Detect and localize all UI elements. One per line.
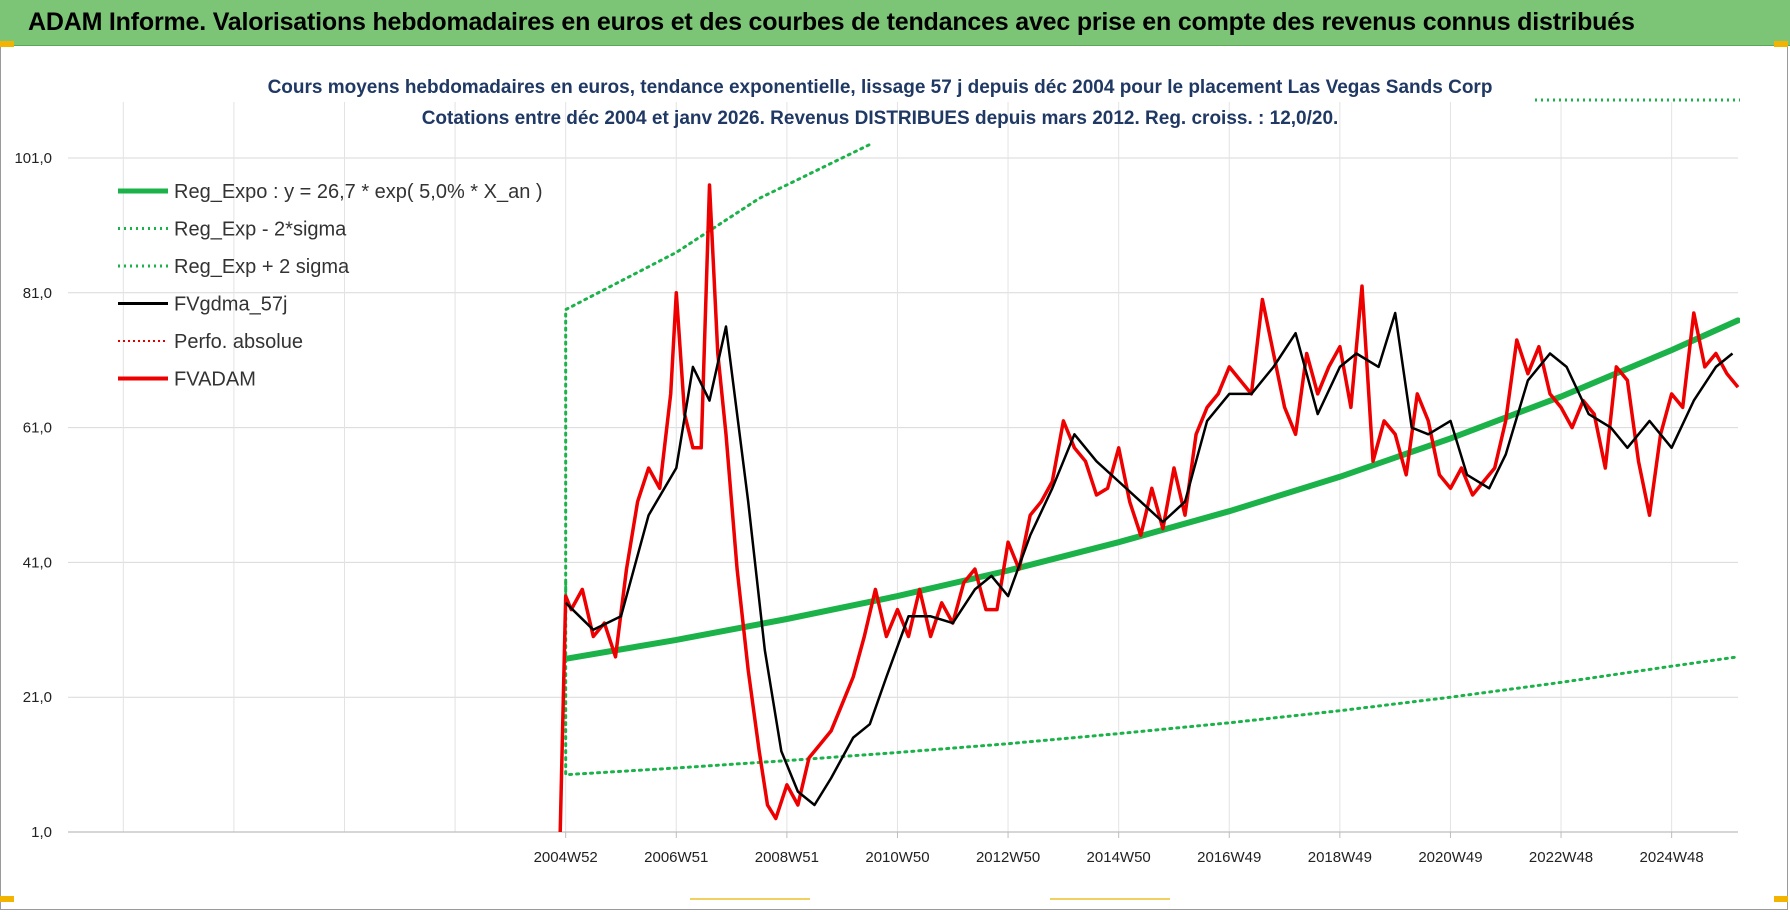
x-tick-label: 2022W48 — [1529, 849, 1593, 866]
legend-label-reg_low: Reg_Exp - 2*sigma — [174, 219, 347, 241]
legend-label-reg_high: Reg_Exp + 2 sigma — [174, 256, 350, 278]
x-tick-label: 2016W49 — [1197, 849, 1261, 866]
x-tick-label: 2004W52 — [534, 849, 598, 866]
chart-title: Cours moyens hebdomadaires en euros, ten… — [268, 77, 1493, 98]
x-tick-label: 2018W49 — [1308, 849, 1372, 866]
corner-mark-top-right — [1774, 41, 1788, 47]
y-axis-ticks: 101,0 81,0 61,0 41,0 21,0 1,0 — [14, 150, 52, 841]
y-tick-label: 101,0 — [14, 150, 52, 167]
x-tick-label: 2020W49 — [1418, 849, 1482, 866]
series-line-fvgdma — [564, 311, 1734, 807]
legend-label-reg_expo: Reg_Expo : y = 26,7 * exp( 5,0% * X_an ) — [174, 181, 543, 203]
x-tick-label: 2008W51 — [755, 849, 819, 866]
x-axis-ticks: 2004W52 2006W51 2008W51 2010W50 2012W50 2014W… — [534, 832, 1704, 866]
y-tick-label: 21,0 — [23, 689, 52, 706]
legend-label-fvadam: FVADAM — [174, 369, 256, 391]
y-tick-label: 81,0 — [23, 285, 52, 302]
x-tick-label: 2006W51 — [644, 849, 708, 866]
series-line-reg_high — [564, 143, 872, 598]
x-tick-label: 2014W50 — [1087, 849, 1151, 866]
y-tick-label: 41,0 — [23, 554, 52, 571]
series-line-reg_expo — [562, 317, 1740, 662]
legend: Reg_Expo : y = 26,7 * exp( 5,0% * X_an )… — [118, 181, 543, 391]
series-line-reg_low — [564, 581, 1740, 777]
y-tick-label: 1,0 — [31, 824, 52, 841]
series-line-fvadam — [558, 183, 1740, 833]
y-tick-label: 61,0 — [23, 420, 52, 437]
report-banner: ADAM Informe. Valorisations hebdomadaire… — [0, 0, 1790, 46]
chart-subtitle: Cotations entre déc 2004 et janv 2026. R… — [422, 108, 1339, 129]
legend-label-perfo: Perfo. absolue — [174, 331, 303, 353]
banner-title: ADAM Informe. Valorisations hebdomadaire… — [28, 8, 1635, 36]
x-tick-label: 2024W48 — [1640, 849, 1704, 866]
series-layer — [558, 143, 1740, 833]
x-tick-label: 2012W50 — [976, 849, 1040, 866]
grid-lines — [68, 102, 1738, 833]
corner-mark-bottom-left — [0, 896, 14, 902]
legend-label-fvgdma: FVgdma_57j — [174, 294, 287, 316]
x-tick-label: 2010W50 — [865, 849, 929, 866]
corner-mark-top-left — [0, 41, 14, 47]
corner-mark-bottom-right — [1774, 896, 1788, 902]
